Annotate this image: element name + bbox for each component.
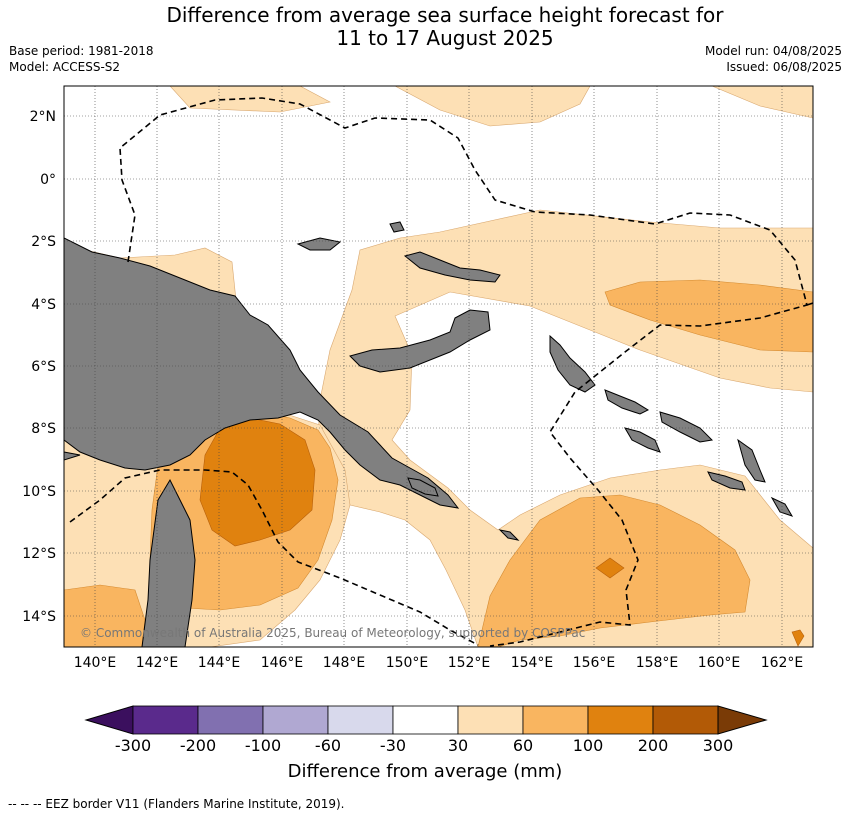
lon-label: 162°E: [761, 655, 804, 671]
model-name: Model: ACCESS-S2: [9, 60, 121, 74]
lon-label: 150°E: [386, 655, 429, 671]
colorbar-tick-label: 30: [448, 736, 468, 755]
map-panel: © Commonwealth of Australia 2025, Bureau…: [64, 86, 813, 647]
lon-axis: 140°E 142°E 144°E 146°E 148°E 150°E 152°…: [74, 655, 804, 671]
colorbar-tick-label: -300: [115, 736, 151, 755]
map-frame: [63, 85, 814, 648]
meta-right: Model run: 04/08/2025 Issued: 06/08/2025: [705, 43, 842, 75]
colorbar-tick-label: 100: [573, 736, 604, 755]
lat-label: 14°S: [22, 609, 56, 625]
colorbar-extend-high: [717, 705, 768, 735]
lat-axis: 2°N 0° 2°S 4°S 6°S 8°S 10°S 12°S 14°S: [22, 109, 56, 625]
eez-borders: [69, 97, 813, 647]
colorbar-segment: [457, 705, 524, 735]
copyright-text: © Commonwealth of Australia 2025, Bureau…: [80, 626, 585, 640]
meta-left: Base period: 1981-2018 Model: ACCESS-S2: [9, 43, 154, 75]
lat-label: 4°S: [31, 297, 56, 313]
anomaly-100-200: [199, 417, 805, 647]
lon-label: 142°E: [136, 655, 179, 671]
colorbar-segment: [197, 705, 264, 735]
lon-label: 160°E: [698, 655, 741, 671]
eez-legend-footer: -- -- -- EEZ border V11 (Flanders Marine…: [8, 797, 345, 811]
lon-label: 154°E: [511, 655, 554, 671]
lon-label: 156°E: [573, 655, 616, 671]
title-line1: Difference from average sea surface heig…: [166, 3, 724, 27]
lat-label: 12°S: [22, 546, 56, 562]
colorbar-tick-label: -100: [245, 736, 281, 755]
lat-label: 0°: [40, 172, 56, 188]
lon-label: 158°E: [636, 655, 679, 671]
land: [64, 221, 794, 647]
colorbar-segment: [652, 705, 719, 735]
colorbar-segment: [262, 705, 329, 735]
lat-label: 6°S: [31, 359, 56, 375]
colorbar-segment: [327, 705, 394, 735]
colorbar-tick-label: 60: [513, 736, 533, 755]
lat-label: 2°N: [30, 109, 56, 125]
colorbar-tick-label: -200: [180, 736, 216, 755]
colorbar-tick-label: 300: [703, 736, 734, 755]
lon-label: 140°E: [74, 655, 117, 671]
lat-label: 8°S: [31, 421, 56, 437]
colorbar-extend-low: [84, 705, 134, 735]
map-title: Difference from average sea surface heig…: [0, 4, 850, 50]
lon-label: 148°E: [323, 655, 366, 671]
base-period: Base period: 1981-2018: [9, 44, 154, 58]
colorbar-segment: [392, 705, 459, 735]
graticule: [64, 86, 813, 647]
title-line2: 11 to 17 August 2025: [336, 26, 554, 50]
colorbar-label: Difference from average (mm): [287, 761, 563, 782]
colorbar-tick-label: -30: [380, 736, 406, 755]
colorbar-tick-label: 200: [638, 736, 669, 755]
colorbar-segment: [132, 705, 199, 735]
issued-date: Issued: 06/08/2025: [726, 60, 842, 74]
colorbar-tick-label: -60: [315, 736, 341, 755]
colorbar: -300 -200 -100 -60 -30 30 60 100 200 300: [84, 705, 768, 755]
lon-label: 152°E: [448, 655, 491, 671]
lat-label: 10°S: [22, 484, 56, 500]
lon-label: 146°E: [261, 655, 304, 671]
colorbar-segment: [587, 705, 654, 735]
model-run: Model run: 04/08/2025: [704, 44, 842, 58]
lon-label: 144°E: [198, 655, 241, 671]
lat-label: 2°S: [31, 234, 56, 250]
colorbar-segment: [522, 705, 589, 735]
